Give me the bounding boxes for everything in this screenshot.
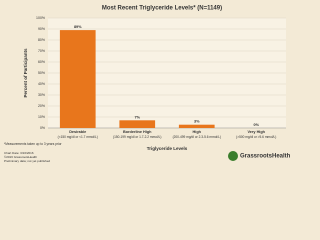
chart-title: Most Recent Triglyceride Levels* (N=1149…: [102, 6, 222, 12]
bar: [59, 30, 96, 129]
bar: [119, 120, 156, 128]
y-tick-label: 10%: [38, 115, 45, 119]
y-tick-label: 0%: [40, 126, 45, 130]
y-tick-label: 40%: [38, 82, 45, 86]
y-axis-label: Percent of Participants: [23, 48, 28, 98]
y-tick-label: 20%: [38, 104, 45, 108]
data-label: 0%: [254, 123, 260, 127]
x-axis-label: Triglyceride Levels: [147, 146, 188, 151]
x-tick-label: (>500 mg/dl or >5.6 mmol/L): [236, 135, 276, 139]
footnote: ©2016 GrassrootsHealth: [4, 155, 37, 159]
footnote: Preliminary data; not yet published: [4, 159, 50, 163]
x-tick-label: (200-499 mg/dl or 2.3-5.6 mmol/L): [173, 135, 221, 139]
x-tick-label: Very High: [247, 130, 265, 134]
data-label: 89%: [74, 25, 82, 29]
page: Most Recent Triglyceride Levels* (N=1149…: [4, 5, 291, 163]
bar: [178, 124, 215, 128]
x-tick-label: Borderline High: [123, 130, 152, 134]
y-tick-label: 60%: [38, 60, 45, 64]
y-tick-label: 50%: [38, 71, 45, 75]
x-tick-label: Desirable: [69, 130, 86, 134]
x-tick-label: (150-199 mg/dl or 1.7-2.2 mmol/L): [113, 135, 161, 139]
y-tick-label: 30%: [38, 93, 45, 97]
y-tick-label: 80%: [38, 38, 45, 42]
logo-icon: [228, 151, 238, 161]
logo: GrassrootsHealth: [240, 154, 291, 160]
x-tick-label: High: [193, 130, 202, 134]
y-tick-label: 100%: [36, 16, 45, 20]
x-tick-label: (<150 mg/dl or <1.7 mmol/L): [58, 135, 98, 139]
footnote: *Measurements taken up to 3 years prior: [4, 142, 63, 146]
y-tick-label: 70%: [38, 49, 45, 53]
chart: Most Recent Triglyceride Levels* (N=1149…: [4, 5, 291, 163]
data-label: 7%: [135, 115, 141, 119]
y-tick-label: 90%: [38, 27, 45, 31]
footnote: Chart Date: 3/16/2016: [4, 151, 34, 155]
data-label: 3%: [194, 120, 200, 124]
